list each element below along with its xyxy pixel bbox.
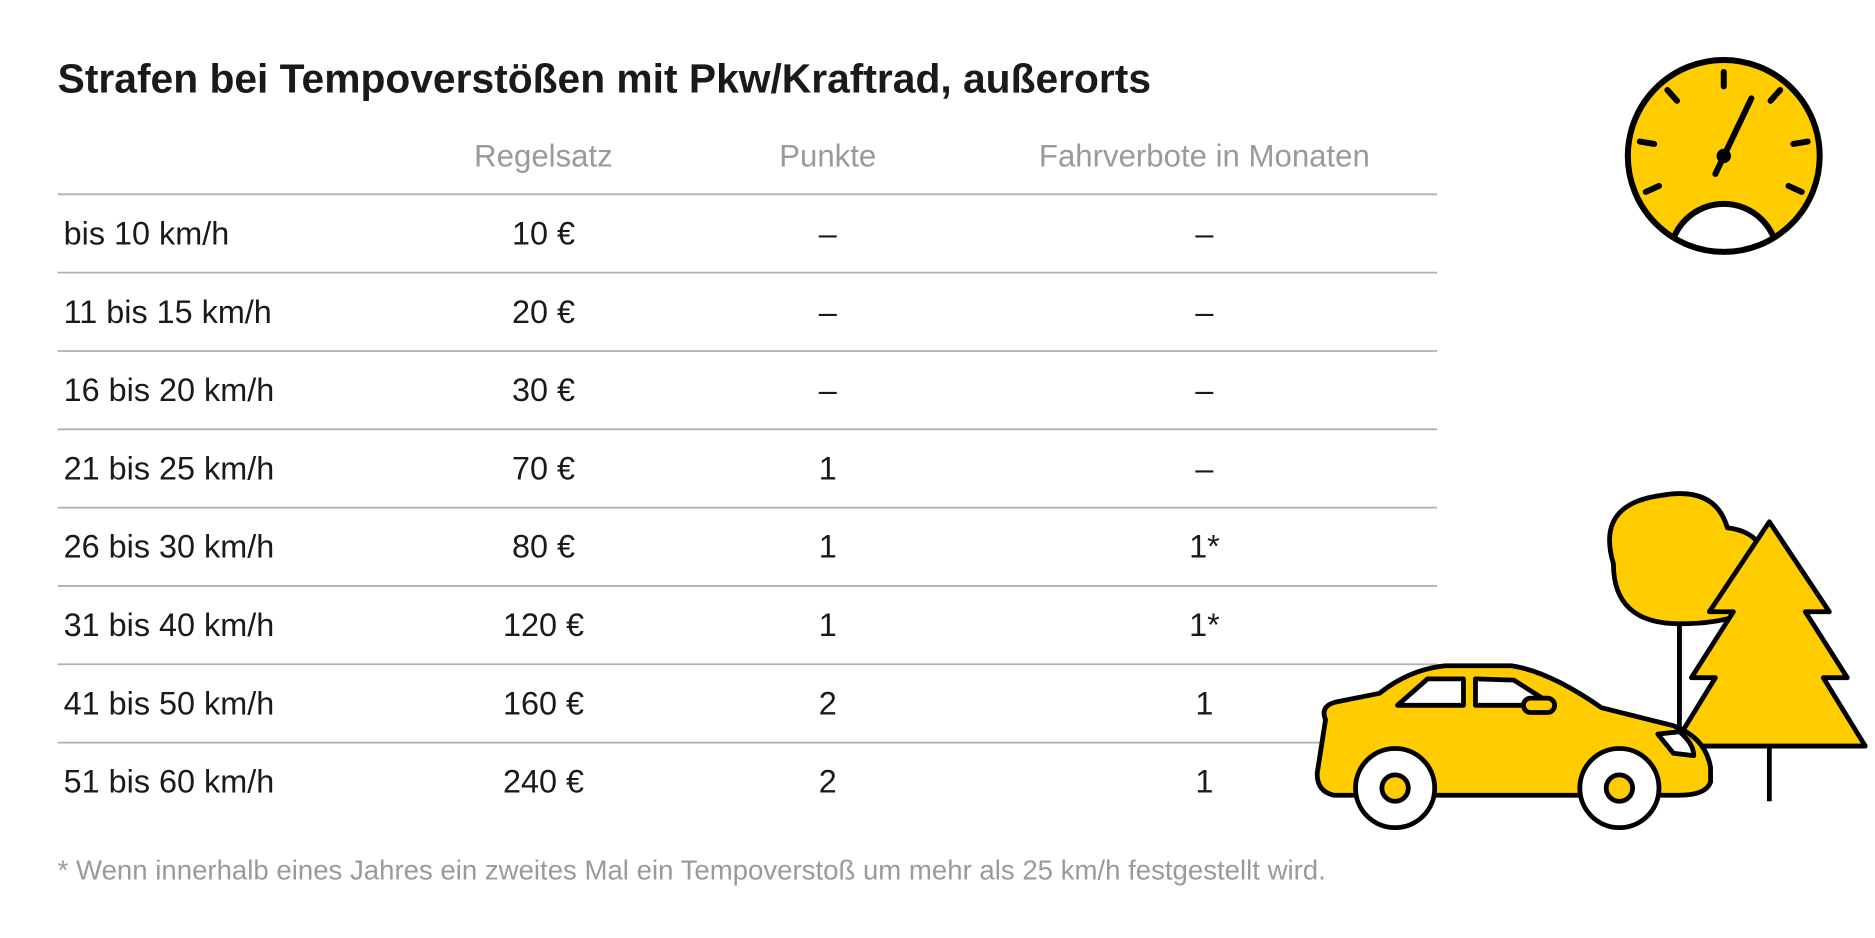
table-cell: – (819, 372, 837, 408)
table-cell: 20 € (512, 294, 575, 330)
table-cell: 160 € (503, 685, 584, 721)
table-cell: – (1195, 215, 1213, 251)
table-cell: 80 € (512, 529, 575, 565)
row-label: 11 bis 15 km/h (64, 294, 272, 330)
table-cell: – (819, 215, 837, 251)
row-label: bis 10 km/h (64, 215, 230, 251)
table-cell: 10 € (512, 215, 575, 251)
table-cell: 240 € (503, 764, 584, 800)
column-header: Fahrverbote in Monaten (1039, 139, 1370, 174)
table-cell: 1 (819, 607, 837, 643)
table-cell: – (1195, 450, 1213, 486)
table-cell: – (1195, 372, 1213, 408)
car-illustration (1314, 491, 1868, 831)
row-label: 26 bis 30 km/h (64, 529, 275, 565)
table-cell: – (1195, 294, 1213, 330)
footnote: * Wenn innerhalb eines Jahres ein zweite… (58, 854, 1326, 885)
table-cell: – (819, 294, 837, 330)
row-label: 51 bis 60 km/h (64, 764, 275, 800)
table-cell: 1 (819, 450, 837, 486)
table-cell: 2 (819, 685, 837, 721)
row-label: 31 bis 40 km/h (64, 607, 275, 643)
row-label: 16 bis 20 km/h (64, 372, 275, 408)
table-cell: 30 € (512, 372, 575, 408)
table-cell: 120 € (503, 607, 584, 643)
table-cell: 1* (1189, 607, 1220, 643)
table-cell: 2 (819, 764, 837, 800)
table: Regelsatz Punkte Fahrverbote in Monaten bis… (57, 139, 1438, 800)
table-cell: 1 (1195, 764, 1213, 800)
table-cell: 1 (819, 529, 837, 565)
table-cell: 1 (1195, 685, 1213, 721)
row-label: 41 bis 50 km/h (64, 685, 275, 721)
row-label: 21 bis 25 km/h (64, 450, 275, 486)
table-cell: 1* (1189, 529, 1220, 565)
column-header: Regelsatz (474, 139, 613, 174)
column-header: Punkte (779, 139, 876, 174)
title: Strafen bei Tempoverstößen mit Pkw/Kraft… (58, 55, 1151, 101)
speedometer-icon (1624, 56, 1823, 255)
table-cell: 70 € (512, 450, 575, 486)
